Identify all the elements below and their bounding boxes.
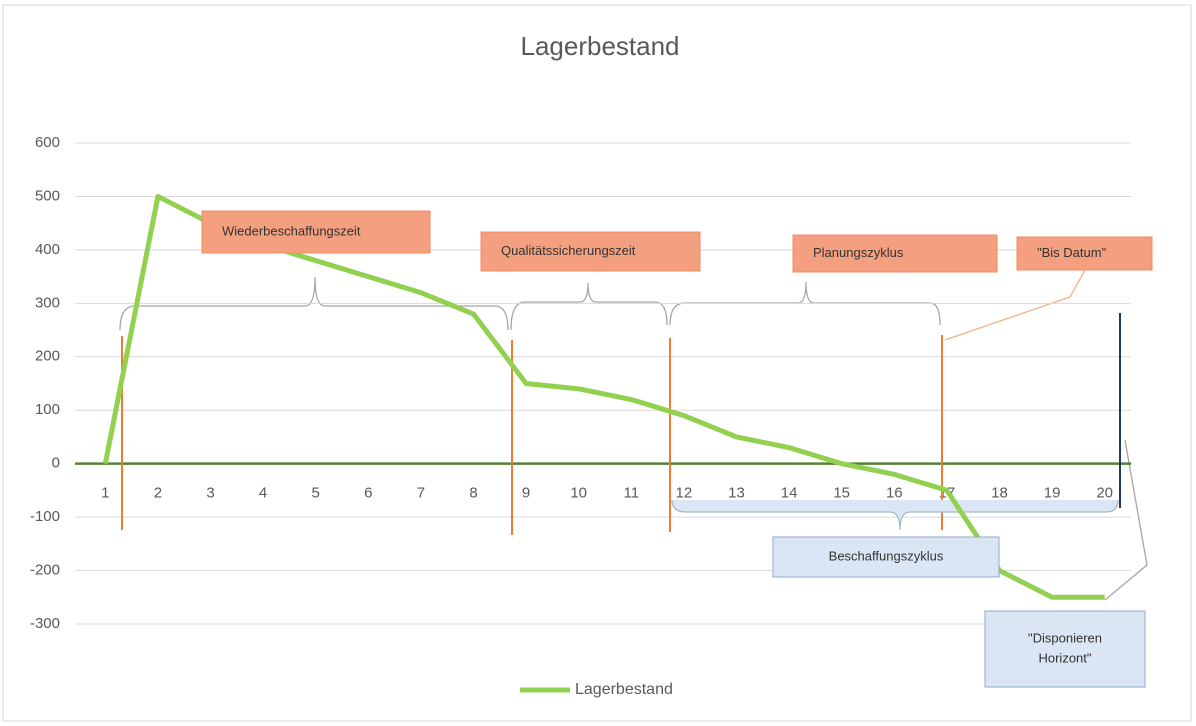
leader-line xyxy=(1104,439,1148,601)
x-tick-label: 18 xyxy=(991,485,1008,502)
x-tick-label: 14 xyxy=(781,485,798,502)
annotation-text: Wiederbeschaffungszeit xyxy=(222,223,361,238)
chart-title: Lagerbestand xyxy=(520,31,679,61)
x-tick-label: 6 xyxy=(364,485,372,502)
x-tick-label: 8 xyxy=(469,485,477,502)
x-tick-label: 7 xyxy=(417,485,425,502)
x-tick-label: 10 xyxy=(570,485,587,502)
chart-border xyxy=(2,4,1192,722)
x-tick-label: 1 xyxy=(101,485,109,502)
x-tick-label: 4 xyxy=(259,485,267,502)
annotation-box xyxy=(984,610,1146,688)
y-tick-label: 600 xyxy=(35,134,60,151)
annotation-text: "Bis Datum" xyxy=(1037,245,1107,260)
annotation-box xyxy=(772,536,1000,578)
x-tick-label: 13 xyxy=(728,485,745,502)
annotation-text: "Disponieren xyxy=(1028,630,1102,645)
y-tick-label: 400 xyxy=(35,241,60,258)
x-tick-label: 2 xyxy=(154,485,162,502)
x-tick-label: 9 xyxy=(522,485,530,502)
legend-label: Lagerbestand xyxy=(575,681,673,698)
x-tick-label: 11 xyxy=(624,485,640,502)
annotation-text: Beschaffungszyklus xyxy=(829,548,944,563)
annotation-text: Planungszyklus xyxy=(813,245,904,260)
x-tick-label: 19 xyxy=(1044,485,1061,502)
y-tick-label: -100 xyxy=(30,508,60,525)
annotation-box xyxy=(792,234,998,273)
x-tick-label: 20 xyxy=(1096,485,1113,502)
x-tick-label: 3 xyxy=(206,485,214,502)
annotation-text: Horizont" xyxy=(1038,650,1091,665)
y-tick-label: -200 xyxy=(30,562,60,579)
x-tick-label: 12 xyxy=(676,485,693,502)
y-tick-label: 200 xyxy=(35,348,60,365)
y-tick-label: 100 xyxy=(35,401,60,418)
annotation-box xyxy=(1016,236,1153,271)
x-tick-label: 15 xyxy=(833,485,850,502)
x-tick-label: 5 xyxy=(312,485,320,502)
leader-line xyxy=(944,269,1086,341)
annotation-box xyxy=(201,210,431,254)
annotation-box xyxy=(480,231,701,272)
y-tick-label: -300 xyxy=(30,615,60,632)
bracket xyxy=(671,499,1119,531)
y-tick-label: 0 xyxy=(52,455,60,472)
y-tick-label: 300 xyxy=(35,294,60,311)
y-tick-label: 500 xyxy=(35,187,60,204)
x-tick-label: 16 xyxy=(886,485,903,502)
bracket xyxy=(669,281,941,326)
bracket xyxy=(119,276,509,331)
annotation-text: Qualitätssicherungszeit xyxy=(501,243,636,258)
